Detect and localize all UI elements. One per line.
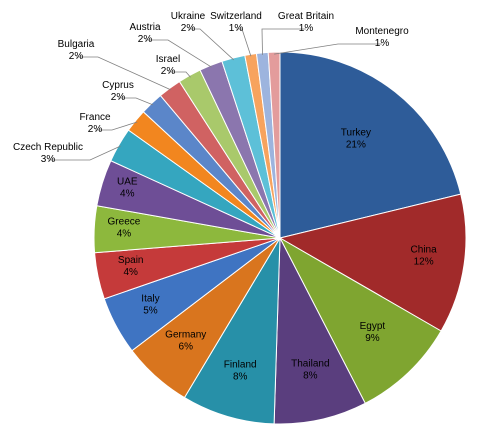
slice-name-israel: Israel bbox=[156, 54, 180, 65]
pie-slice-finland bbox=[183, 236, 281, 425]
slice-percent-thailand: 8% bbox=[303, 370, 318, 381]
slice-name-china: China bbox=[411, 245, 438, 256]
slice-name-montenegro: Montenegro bbox=[355, 26, 409, 37]
slice-percent-bulgaria: 2% bbox=[69, 51, 84, 62]
slice-percent-israel: 2% bbox=[161, 66, 176, 77]
slice-name-cyprus: Cyprus bbox=[102, 80, 134, 91]
slice-percent-spain: 4% bbox=[123, 267, 138, 278]
slice-name-spain: Spain bbox=[118, 255, 144, 266]
slice-percent-ukraine: 2% bbox=[181, 23, 196, 34]
pie-slice-turkey bbox=[279, 51, 462, 239]
leader-line-cyprus bbox=[118, 97, 154, 106]
slice-percent-switzerland: 1% bbox=[229, 23, 244, 34]
slice-name-uae: UAE bbox=[117, 177, 138, 188]
slice-name-ukraine: Ukraine bbox=[171, 11, 206, 22]
slice-percent-france: 2% bbox=[88, 124, 103, 135]
slice-name-france: France bbox=[79, 112, 111, 123]
slice-percent-china: 12% bbox=[414, 257, 434, 268]
slice-name-czech-republic: Czech Republic bbox=[13, 142, 83, 153]
slice-name-thailand: Thailand bbox=[291, 358, 329, 369]
slice-percent-egypt: 9% bbox=[365, 333, 380, 344]
slice-percent-czech-republic: 3% bbox=[41, 154, 56, 165]
slice-name-germany: Germany bbox=[165, 329, 206, 340]
slice-percent-germany: 6% bbox=[179, 341, 194, 352]
leader-line-austria bbox=[145, 39, 212, 68]
leader-line-great-britain bbox=[261, 28, 306, 55]
slice-percent-italy: 5% bbox=[143, 305, 158, 316]
slice-percent-great-britain: 1% bbox=[299, 23, 314, 34]
slice-percent-finland: 8% bbox=[233, 372, 248, 383]
slice-name-great-britain: Great Britain bbox=[278, 11, 334, 22]
slice-name-italy: Italy bbox=[141, 293, 159, 304]
slice-percent-uae: 4% bbox=[120, 189, 135, 200]
leader-line-czech-republic bbox=[48, 145, 121, 161]
pie-slice-egypt bbox=[278, 236, 442, 404]
leader-line-bulgaria bbox=[76, 56, 172, 91]
slice-name-austria: Austria bbox=[129, 22, 161, 33]
slice-name-finland: Finland bbox=[224, 360, 257, 371]
slice-name-greece: Greece bbox=[108, 217, 141, 228]
slice-name-switzerland: Switzerland bbox=[210, 11, 262, 22]
leader-line-france bbox=[95, 121, 138, 131]
leader-line-israel bbox=[168, 71, 191, 78]
slice-percent-montenegro: 1% bbox=[375, 38, 390, 49]
leader-line-ukraine bbox=[188, 28, 235, 61]
leader-line-switzerland bbox=[236, 28, 252, 57]
pie-slice-montenegro bbox=[267, 51, 281, 239]
slice-percent-turkey: 21% bbox=[346, 140, 366, 151]
slice-percent-austria: 2% bbox=[138, 34, 153, 45]
leader-line-montenegro bbox=[274, 43, 382, 55]
pie-slice-thailand bbox=[273, 236, 366, 425]
slice-name-turkey: Turkey bbox=[341, 128, 371, 139]
slice-name-egypt: Egypt bbox=[360, 321, 386, 332]
slice-name-bulgaria: Bulgaria bbox=[58, 39, 95, 50]
slice-percent-greece: 4% bbox=[117, 229, 132, 240]
pie-slice-china bbox=[278, 193, 467, 332]
slice-percent-cyprus: 2% bbox=[111, 92, 126, 103]
